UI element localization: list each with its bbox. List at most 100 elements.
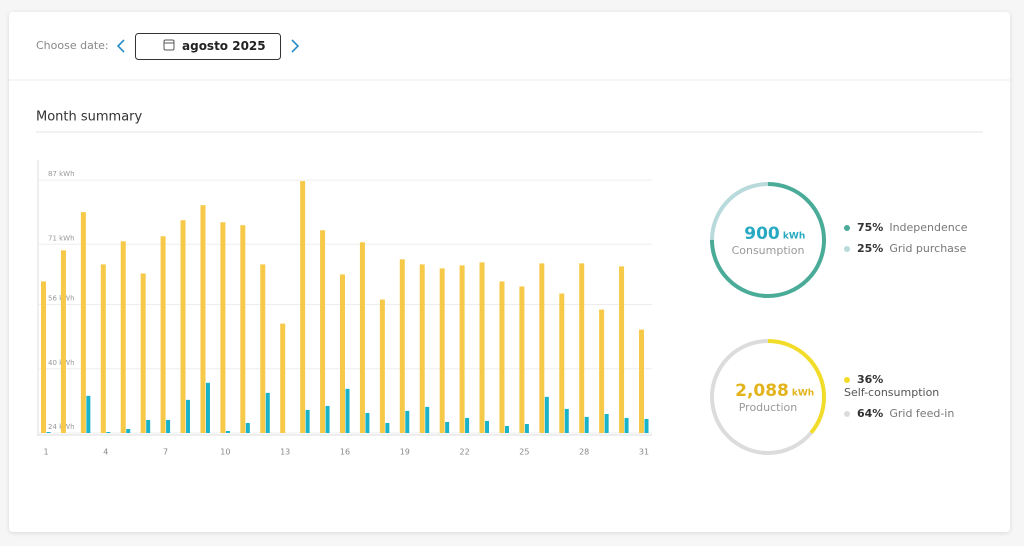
bar [200,205,206,433]
bar [340,274,345,433]
date-label: Choose date: [36,39,109,52]
legend-value: 64% [857,407,883,420]
y-tick-label: 71 kWh [48,234,75,242]
legend-dot [844,225,850,231]
x-tick-label: 22 [460,448,470,457]
bar [106,431,111,433]
bar [599,309,605,433]
bar [225,430,230,433]
bar [260,264,266,433]
card [9,12,1010,532]
date-value: agosto 2025 [182,39,266,53]
center-value: 2,088 [735,381,789,401]
bar [359,242,365,433]
bar [205,382,210,433]
bar [325,405,330,433]
bar [539,263,545,433]
bar [385,422,390,433]
bar [479,262,485,433]
x-tick-label: 28 [579,448,589,457]
x-tick-label: 13 [280,448,290,457]
center-unit: kWh [792,389,814,399]
bar [146,419,151,433]
donut-slice [710,182,826,298]
bar [365,412,370,433]
bar [280,323,286,433]
bar [120,241,126,433]
legend-value: 75% [857,221,883,234]
legend-dot [844,411,850,417]
bar [126,428,131,433]
x-tick-label: 1 [43,448,48,457]
bar [300,181,306,433]
bar [160,236,166,433]
bar [186,399,191,433]
bar [499,281,505,433]
center-label: Consumption [732,244,805,257]
bar [639,329,644,433]
legend-label: Grid purchase [889,242,966,255]
next-button[interactable] [291,39,300,53]
calendar-icon [163,39,175,51]
x-tick-label: 25 [519,448,529,457]
bar [265,392,270,433]
x-tick-label: 31 [639,448,649,457]
legend-label: Self-consumption [844,386,939,399]
legend-dot [844,377,850,383]
x-tick-label: 19 [400,448,410,457]
bar [320,230,326,433]
bar [485,420,490,433]
bar [419,264,425,433]
bar [140,273,146,433]
legend-label: Grid feed-in [889,407,954,420]
bar [305,409,310,433]
legend-dot [844,246,850,252]
bar [504,425,509,433]
bar [399,259,405,433]
bar [624,417,629,433]
center-unit: kWh [783,232,805,242]
bar [445,421,450,433]
x-tick-label: 7 [163,448,168,457]
bar [245,422,250,433]
x-tick-label: 16 [340,448,350,457]
bar [41,281,46,433]
bar [604,413,609,433]
center-value: 900 [744,224,780,244]
bar [46,431,51,433]
bar [425,406,430,433]
y-tick-label: 87 kWh [48,170,75,178]
bar [579,263,585,433]
bar [564,408,569,433]
bar [80,212,86,433]
x-tick-label: 4 [103,448,108,457]
bar [465,417,470,433]
bar [559,293,565,433]
prev-button[interactable] [116,39,125,53]
bar [220,222,226,433]
bar [459,265,465,433]
section-title: Month summary [36,110,143,125]
bar [100,264,106,433]
bar [86,395,91,433]
bar [519,286,525,433]
bar [60,250,66,433]
bar [405,410,410,433]
x-tick-label: 10 [220,448,230,457]
legend-label: Independence [889,221,967,234]
legend-value: 25% [857,242,883,255]
bar [439,268,445,433]
bar [544,396,549,433]
bar [345,388,350,433]
bar [619,266,625,433]
bar [166,419,171,433]
donut-slice [710,339,826,455]
center-label: Production [739,401,798,414]
bar [240,225,246,433]
bar [180,220,186,433]
bar [644,418,649,433]
legend-value: 36% [857,373,883,386]
bar [379,299,385,433]
